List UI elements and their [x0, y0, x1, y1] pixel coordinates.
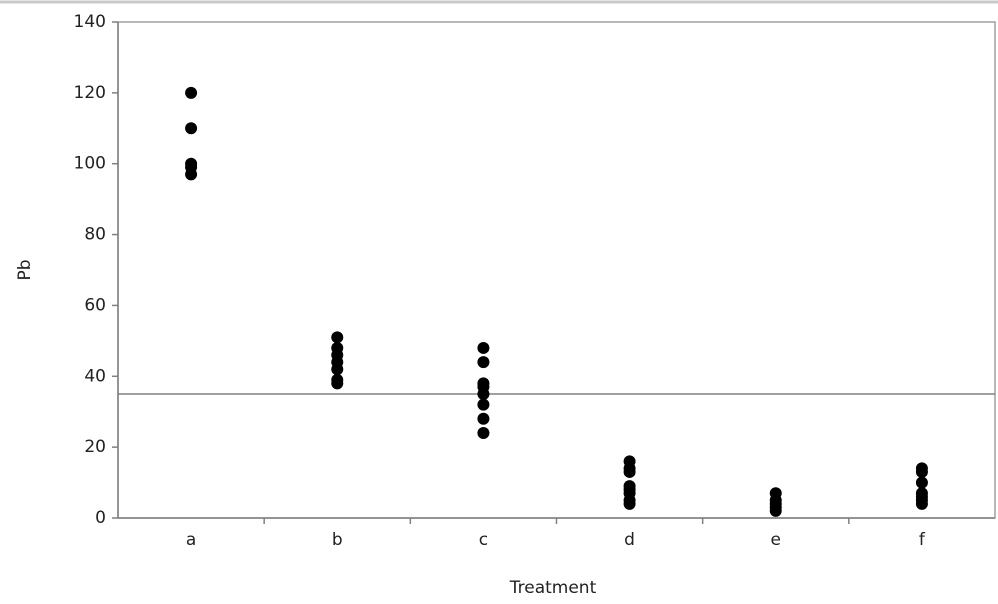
x-tick-label: a [186, 530, 196, 550]
y-tick-label: 40 [84, 366, 106, 386]
x-tick-label: f [919, 530, 926, 550]
point [623, 497, 636, 510]
point [331, 377, 344, 390]
x-tick-label: c [479, 530, 488, 550]
y-tick-label: 140 [74, 12, 106, 32]
y-tick-label: 80 [84, 225, 106, 245]
x-tick-label: e [771, 530, 781, 550]
point [185, 122, 198, 135]
point [185, 168, 198, 181]
point [477, 412, 490, 425]
point [477, 388, 490, 400]
point [915, 476, 928, 489]
point [915, 465, 928, 478]
x-tick-label: d [624, 530, 635, 550]
y-tick-label: 100 [74, 154, 106, 174]
x-axis-title: Treatment [509, 578, 597, 598]
point [477, 341, 490, 354]
y-tick-label: 60 [84, 295, 106, 315]
point [477, 356, 490, 369]
point [185, 86, 198, 99]
point [769, 504, 782, 517]
point [477, 398, 490, 411]
plot-frame [117, 21, 996, 519]
y-axis-title: Pb [15, 259, 35, 280]
y-tick-label: 0 [95, 508, 106, 528]
point [623, 465, 636, 478]
x-tick-label: b [332, 530, 343, 550]
point [331, 363, 344, 376]
point [477, 426, 490, 439]
y-tick-label: 120 [74, 83, 106, 103]
y-tick-label: 20 [84, 437, 106, 457]
point [915, 497, 928, 510]
point [331, 331, 344, 344]
